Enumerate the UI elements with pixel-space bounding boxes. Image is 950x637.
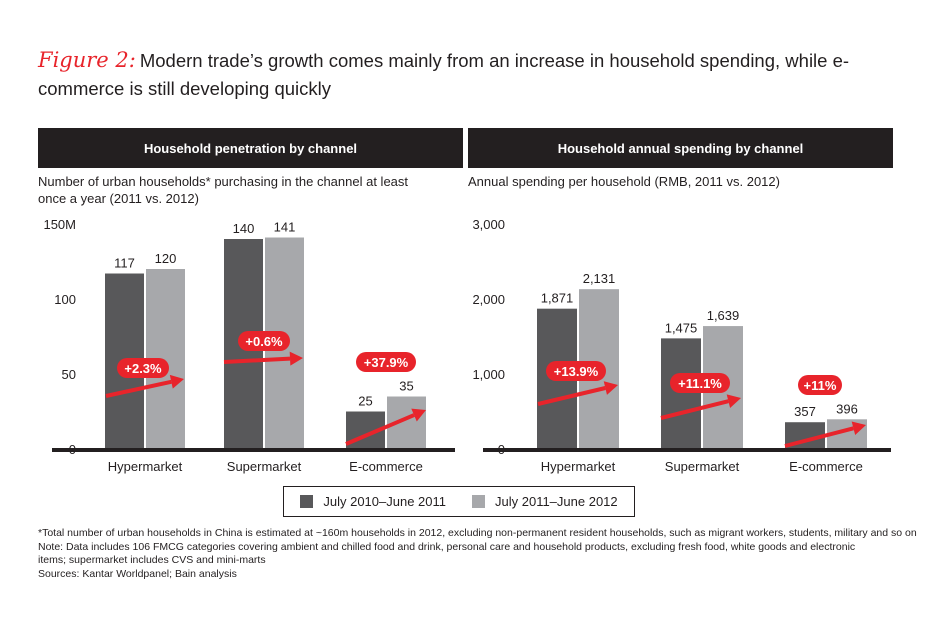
- legend-swatch-2012: [472, 495, 485, 508]
- y-tick-label: 100: [54, 292, 76, 307]
- growth-arrow-head: [851, 421, 866, 436]
- figure-label: Figure 2:: [38, 48, 136, 72]
- bar-value-label: 120: [155, 251, 177, 266]
- y-tick-label: 1,000: [472, 367, 505, 382]
- bar-value-label: 1,639: [707, 308, 740, 323]
- y-tick-label: 50: [62, 367, 76, 382]
- x-axis-line: [52, 448, 455, 452]
- figure-title-text: Modern trade’s growth comes mainly from …: [38, 50, 850, 99]
- legend-label-2012: July 2011–June 2012: [495, 494, 618, 509]
- bar-value-label: 35: [399, 379, 413, 394]
- y-tick-label: 3,000: [472, 217, 505, 232]
- growth-arrow-shaft: [660, 399, 729, 420]
- y-tick-label: 150M: [43, 217, 76, 232]
- bar-value-label: 357: [794, 404, 816, 419]
- bar-supermarket-2011: [661, 338, 701, 449]
- right-panel-header: Household annual spending by channel: [468, 128, 893, 168]
- x-category-label: Hypermarket: [108, 459, 183, 474]
- growth-badge-label: +13.9%: [554, 364, 599, 379]
- growth-badge: [238, 331, 290, 351]
- growth-badge: [798, 375, 842, 395]
- footnote-data-note: Note: Data includes 106 FMCG categories …: [38, 540, 856, 553]
- growth-arrow-shaft: [223, 356, 291, 364]
- legend-item-2011: July 2010–June 2011: [300, 494, 446, 509]
- growth-badge-label: +2.3%: [124, 361, 162, 376]
- legend: July 2010–June 2011 July 2011–June 2012: [283, 486, 635, 517]
- left-chart-household-penetration: 050100150M117120Hypermarket140141Superma…: [43, 217, 455, 474]
- footnote-data-note-cont: items; supermarket includes CVS and mini…: [38, 554, 266, 566]
- y-tick-label: 2,000: [472, 292, 505, 307]
- growth-badge-label: +11.1%: [678, 376, 722, 391]
- growth-badge-label: +0.6%: [245, 334, 283, 349]
- footnotes: *Total number of urban households in Chi…: [38, 527, 918, 581]
- right-chart-household-spending: 01,0002,0003,0001,8712,131Hypermarket1,4…: [472, 217, 891, 474]
- x-category-label: Supermarket: [665, 459, 740, 474]
- footnote-households: *Total number of urban households in Chi…: [38, 527, 917, 539]
- x-category-label: Supermarket: [227, 459, 302, 474]
- bar-value-label: 396: [836, 401, 858, 416]
- legend-label-2011: July 2010–June 2011: [323, 494, 446, 509]
- growth-arrow-head: [411, 408, 426, 422]
- x-category-label: Hypermarket: [541, 459, 616, 474]
- growth-badge-label: +11%: [804, 378, 837, 393]
- right-chart-subtitle: Annual spending per household (RMB, 2011…: [468, 174, 780, 189]
- growth-badge: [356, 352, 416, 372]
- growth-arrow-head: [726, 394, 741, 408]
- bar-value-label: 141: [274, 220, 296, 235]
- growth-badge: [670, 373, 730, 393]
- growth-badge: [546, 361, 606, 381]
- x-category-label: E-commerce: [349, 459, 423, 474]
- footnote-sources: Sources: Kantar Worldpanel; Bain analysi…: [38, 567, 237, 580]
- bar-value-label: 2,131: [583, 271, 616, 286]
- bar-value-label: 1,475: [665, 320, 698, 335]
- legend-swatch-2011: [300, 495, 314, 508]
- growth-arrow-head: [289, 351, 303, 366]
- figure-title: Figure 2: Modern trade’s growth comes mai…: [38, 46, 918, 103]
- legend-item-2012: July 2011–June 2012: [472, 494, 618, 509]
- bar-value-label: 25: [358, 394, 372, 409]
- growth-arrow-shaft: [105, 379, 172, 398]
- growth-arrow-shaft: [537, 386, 606, 406]
- bar-value-label: 140: [233, 221, 255, 236]
- growth-arrow-shaft: [345, 413, 415, 446]
- x-axis-line: [483, 448, 891, 452]
- growth-badge: [117, 358, 169, 378]
- growth-arrow-head: [169, 374, 184, 389]
- growth-badge-label: +37.9%: [364, 355, 409, 370]
- growth-arrow-head: [603, 381, 618, 395]
- bar-value-label: 117: [114, 256, 135, 271]
- x-category-label: E-commerce: [789, 459, 863, 474]
- left-panel-header: Household penetration by channel: [38, 128, 463, 168]
- bar-value-label: 1,871: [541, 291, 574, 306]
- left-chart-subtitle: Number of urban households* purchasing i…: [38, 174, 409, 206]
- growth-arrow-shaft: [784, 426, 854, 448]
